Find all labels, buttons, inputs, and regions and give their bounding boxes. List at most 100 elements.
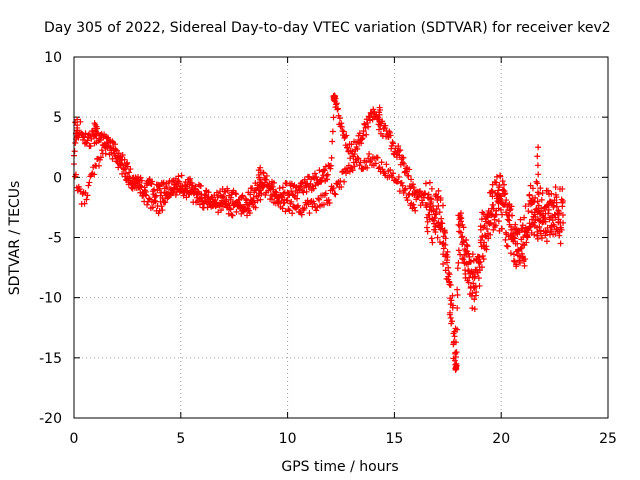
data-point xyxy=(535,144,542,151)
data-point xyxy=(400,154,407,161)
data-point xyxy=(424,228,431,235)
data-point xyxy=(393,151,400,158)
data-point xyxy=(414,194,421,201)
data-point xyxy=(535,171,542,178)
data-point xyxy=(467,283,474,290)
data-point xyxy=(419,199,426,206)
data-point xyxy=(325,196,332,203)
data-point xyxy=(376,104,383,111)
data-point xyxy=(347,155,354,162)
data-point xyxy=(447,309,454,316)
data-point xyxy=(520,241,527,248)
data-point xyxy=(264,181,271,188)
data-point xyxy=(329,138,336,145)
data-point xyxy=(119,170,126,177)
data-point xyxy=(301,205,308,212)
data-point xyxy=(85,182,92,189)
data-point xyxy=(424,194,431,201)
data-point xyxy=(307,199,314,206)
data-point xyxy=(550,202,557,209)
data-point xyxy=(324,176,331,183)
data-point xyxy=(455,259,462,266)
data-point xyxy=(457,229,464,236)
data-point xyxy=(525,208,532,215)
data-point xyxy=(442,241,449,248)
data-point xyxy=(361,120,368,127)
data-point xyxy=(262,192,269,199)
data-point xyxy=(434,234,441,241)
data-point xyxy=(480,256,487,263)
x-tick-label: 10 xyxy=(279,431,297,447)
data-point xyxy=(247,191,254,198)
data-point xyxy=(389,139,396,146)
data-point xyxy=(155,182,162,189)
data-point xyxy=(455,247,462,254)
data-point xyxy=(395,148,402,155)
data-point xyxy=(133,177,140,184)
data-point xyxy=(440,245,447,252)
data-point xyxy=(365,113,372,120)
data-point xyxy=(333,101,340,108)
data-point xyxy=(439,240,446,247)
data-point xyxy=(428,185,435,192)
data-point xyxy=(496,192,503,199)
data-point xyxy=(183,194,190,201)
data-point xyxy=(502,190,509,197)
data-point xyxy=(534,228,541,235)
data-point xyxy=(84,192,91,199)
data-point xyxy=(280,190,287,197)
data-point xyxy=(318,175,325,182)
data-point xyxy=(508,203,515,210)
data-point xyxy=(337,178,344,185)
data-point xyxy=(452,349,459,356)
data-point xyxy=(511,235,518,242)
data-point xyxy=(368,109,375,116)
data-point xyxy=(468,269,475,276)
data-point xyxy=(364,164,371,171)
data-point xyxy=(81,200,88,207)
data-point xyxy=(405,172,412,179)
data-point xyxy=(145,195,152,202)
data-point xyxy=(266,184,273,191)
data-point xyxy=(545,210,552,217)
data-point xyxy=(448,320,455,327)
data-point xyxy=(82,130,89,137)
data-point xyxy=(313,207,320,214)
data-point xyxy=(338,183,345,190)
data-point xyxy=(387,167,394,174)
data-point xyxy=(519,222,526,229)
data-point xyxy=(263,172,270,179)
data-point xyxy=(290,183,297,190)
chart-title: Day 305 of 2022, Sidereal Day-to-day VTE… xyxy=(44,20,611,36)
data-point xyxy=(457,251,464,258)
data-point xyxy=(324,171,331,178)
data-point xyxy=(451,333,458,340)
data-point xyxy=(517,216,524,223)
data-point xyxy=(449,292,456,299)
data-point xyxy=(475,275,482,282)
data-point xyxy=(119,151,126,158)
data-point xyxy=(452,339,459,346)
data-point xyxy=(492,222,499,229)
data-point xyxy=(376,126,383,133)
data-point xyxy=(328,154,335,161)
data-point xyxy=(363,131,370,138)
data-point xyxy=(506,221,513,228)
data-point xyxy=(546,216,553,223)
data-point xyxy=(532,194,539,201)
data-point xyxy=(227,206,234,213)
data-point xyxy=(439,220,446,227)
data-point xyxy=(412,207,419,214)
data-point xyxy=(554,228,561,235)
data-point xyxy=(495,218,502,225)
x-tick-label: 25 xyxy=(599,431,617,447)
data-point xyxy=(162,199,169,206)
y-tick-label: 0 xyxy=(53,170,62,186)
data-point xyxy=(518,244,525,251)
data-point xyxy=(408,176,415,183)
data-point xyxy=(471,296,478,303)
data-point xyxy=(506,207,513,214)
data-point xyxy=(529,185,536,192)
data-point xyxy=(329,128,336,135)
